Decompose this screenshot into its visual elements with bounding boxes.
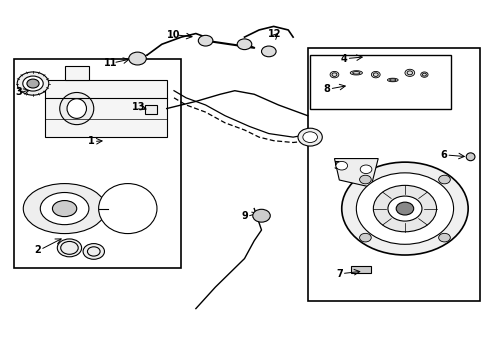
- Circle shape: [356, 173, 453, 244]
- Circle shape: [335, 161, 347, 170]
- Circle shape: [198, 35, 212, 46]
- Ellipse shape: [99, 184, 157, 234]
- Circle shape: [302, 132, 317, 143]
- Ellipse shape: [420, 72, 427, 77]
- Text: 5: 5: [333, 161, 340, 171]
- Ellipse shape: [389, 79, 395, 81]
- Circle shape: [387, 196, 421, 221]
- Bar: [351, 266, 370, 273]
- Circle shape: [61, 242, 78, 254]
- Polygon shape: [64, 66, 89, 80]
- Ellipse shape: [371, 71, 379, 78]
- Ellipse shape: [349, 71, 362, 75]
- Ellipse shape: [352, 72, 359, 74]
- Circle shape: [359, 175, 370, 184]
- Circle shape: [57, 239, 81, 257]
- Circle shape: [438, 233, 449, 242]
- Ellipse shape: [372, 73, 377, 76]
- Circle shape: [261, 46, 276, 57]
- Circle shape: [297, 128, 322, 146]
- Ellipse shape: [27, 79, 39, 88]
- Text: 7: 7: [335, 269, 342, 279]
- Ellipse shape: [331, 73, 336, 76]
- Circle shape: [372, 185, 436, 232]
- Ellipse shape: [404, 69, 414, 76]
- Circle shape: [128, 52, 146, 65]
- Ellipse shape: [407, 71, 412, 75]
- Text: 6: 6: [440, 150, 447, 160]
- Text: 10: 10: [167, 30, 181, 40]
- Circle shape: [83, 244, 104, 259]
- Circle shape: [359, 233, 370, 242]
- Text: 4: 4: [340, 54, 347, 64]
- Ellipse shape: [17, 72, 49, 95]
- Ellipse shape: [60, 93, 94, 125]
- Ellipse shape: [329, 71, 338, 78]
- Ellipse shape: [386, 78, 397, 82]
- Circle shape: [237, 39, 251, 50]
- Text: 11: 11: [104, 58, 117, 68]
- Circle shape: [341, 162, 467, 255]
- Ellipse shape: [67, 99, 86, 118]
- Text: 2: 2: [35, 245, 41, 255]
- Circle shape: [438, 175, 449, 184]
- Text: 13: 13: [132, 103, 145, 112]
- Circle shape: [395, 202, 413, 215]
- Bar: [14, 59, 181, 267]
- Text: 1: 1: [88, 136, 95, 147]
- Ellipse shape: [23, 184, 106, 234]
- Circle shape: [360, 165, 371, 174]
- Ellipse shape: [40, 193, 89, 225]
- Polygon shape: [334, 158, 377, 187]
- Circle shape: [252, 209, 270, 222]
- Polygon shape: [45, 80, 166, 137]
- Ellipse shape: [465, 153, 474, 161]
- Bar: [309, 55, 450, 109]
- Text: 3: 3: [15, 87, 22, 98]
- Circle shape: [87, 247, 100, 256]
- Ellipse shape: [52, 201, 77, 217]
- Text: 8: 8: [323, 84, 330, 94]
- Text: 9: 9: [241, 211, 247, 221]
- Ellipse shape: [422, 73, 426, 76]
- Ellipse shape: [23, 76, 43, 91]
- Text: 12: 12: [267, 29, 281, 39]
- Bar: [144, 105, 157, 114]
- Bar: [307, 48, 479, 301]
